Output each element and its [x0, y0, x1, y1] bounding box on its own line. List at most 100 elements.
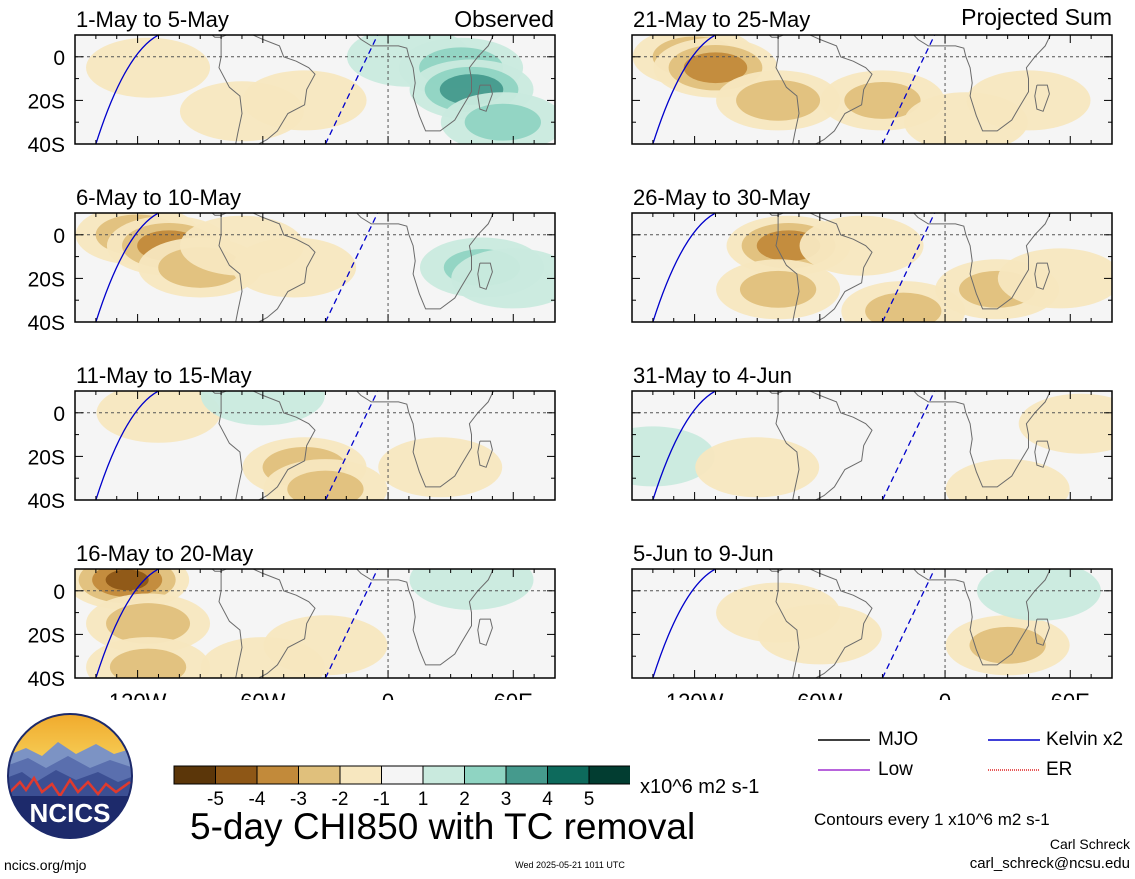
coastline: [777, 569, 873, 678]
colorbar-tick-label: 5: [584, 789, 595, 810]
lat-tick-label: 20S: [28, 446, 65, 469]
colorbar-swatch: [339, 765, 382, 785]
projected-label: Projected Sum: [961, 4, 1112, 30]
contour-line: [881, 213, 936, 322]
coastline: [477, 84, 493, 112]
colorbar-swatch: [381, 765, 424, 785]
coastline: [775, 571, 800, 678]
colorbar-swatch: [215, 765, 258, 785]
panel-title: 26-May to 30-May: [633, 185, 810, 210]
anomaly-blob: [1018, 393, 1112, 454]
colorbar-swatch: [505, 765, 548, 785]
lon-tick-label: 60W: [797, 689, 842, 700]
lat-tick-label: 0: [53, 47, 65, 70]
lat-tick-label: 0: [53, 403, 65, 426]
coastline: [220, 213, 316, 322]
contour-line: [324, 213, 379, 322]
anomaly-blob: [96, 391, 221, 443]
coastline: [1034, 262, 1050, 290]
colorbar-tick-label: 1: [418, 789, 429, 810]
legend-er-label: ER: [1046, 759, 1073, 780]
colorbar-units: x10^6 m2 s-1: [640, 776, 760, 798]
lat-tick-label: 0: [53, 581, 65, 604]
contour-line: [881, 35, 936, 144]
coastline: [211, 213, 222, 216]
contour-line: [652, 569, 716, 678]
colorbar-swatch: [464, 765, 507, 785]
coastline: [220, 391, 316, 500]
coastline: [1034, 618, 1050, 646]
coastline: [913, 569, 1051, 666]
coastline: [356, 213, 494, 310]
contour-line: [324, 391, 379, 500]
anomaly-blob: [757, 604, 882, 665]
panel-title: 5-Jun to 9-Jun: [633, 541, 774, 566]
site-url: ncics.org/mjo: [4, 857, 87, 873]
map-frame: [631, 212, 1113, 323]
anomaly-blob: [86, 37, 211, 98]
colorbar-swatch: [173, 765, 216, 785]
coastline: [775, 393, 800, 500]
legend-kelvin-label: Kelvin x2: [1046, 729, 1124, 750]
lat-tick-label: 0: [53, 225, 65, 248]
coastline: [768, 35, 779, 38]
coastline: [913, 391, 1051, 488]
map-frame: [631, 568, 1113, 679]
coastline: [477, 440, 493, 468]
lon-tick-label: 0: [939, 689, 951, 700]
map-panel: 31-May to 4-Jun: [631, 363, 1113, 501]
panel-title: 21-May to 25-May: [633, 7, 810, 32]
map-panel: 21-May to 25-May: [631, 7, 1113, 145]
coastline: [356, 35, 494, 132]
anomaly-blob: [464, 103, 541, 141]
anomaly-blob: [105, 569, 149, 591]
coastline: [218, 393, 243, 500]
panel-title: 11-May to 15-May: [76, 363, 252, 388]
panel-title: 6-May to 10-May: [76, 185, 241, 210]
panel-title: 1-May to 5-May: [76, 7, 229, 32]
lat-tick-label: 20S: [28, 624, 65, 647]
anomaly-blob: [200, 637, 325, 678]
coastline: [220, 35, 316, 144]
contour-line: [652, 391, 716, 500]
figure-title: 5-day CHI850 with TC removal: [190, 806, 696, 847]
legend-mjo-label: MJO: [878, 729, 919, 750]
coastline: [218, 37, 243, 144]
ncics-logo: NCICS: [7, 713, 133, 839]
panel-title: 16-May to 20-May: [76, 541, 253, 566]
colorbar-tick-label: 2: [459, 789, 470, 810]
map-panel: 5-Jun to 9-Jun 120W 60W 0 60E: [631, 541, 1113, 700]
anomaly-blob: [451, 248, 555, 309]
contour-line: [652, 213, 716, 322]
anomaly-blob: [969, 626, 1046, 664]
coastline: [218, 571, 243, 678]
lon-tick-label: 60E: [494, 689, 533, 700]
observed-label: Observed: [454, 6, 554, 32]
anomaly-blob: [287, 470, 364, 500]
lat-tick-label: 20S: [28, 90, 65, 113]
coastline: [356, 569, 494, 666]
anomaly-blob: [106, 603, 191, 644]
anomaly-blob: [409, 569, 534, 610]
map-panel: 26-May to 30-May: [631, 185, 1113, 323]
contour-line: [95, 213, 159, 322]
lat-tick-label: 40S: [28, 490, 65, 513]
contour-line: [881, 391, 936, 500]
anomaly-blob: [865, 292, 942, 322]
coastline: [211, 35, 222, 38]
anomaly-blob: [683, 52, 748, 84]
map-frame: [74, 34, 556, 145]
map-panel: 11-May to 15-May 0 20S 40S: [28, 363, 556, 513]
lat-tick-label: 20S: [28, 268, 65, 291]
coastline: [218, 215, 243, 322]
contour-line: [95, 569, 159, 678]
timestamp: Wed 2025-05-21 1011 UTC: [515, 860, 625, 870]
colorbar-swatch: [588, 765, 630, 785]
coastline: [211, 569, 222, 572]
coastline: [477, 262, 493, 290]
map-panel: 16-May to 20-May 0 20S 40S 120W 60W 0 60E: [28, 541, 556, 700]
lon-tick-label: 0: [382, 689, 394, 700]
coastline: [777, 391, 873, 500]
map-frame: [631, 34, 1113, 145]
